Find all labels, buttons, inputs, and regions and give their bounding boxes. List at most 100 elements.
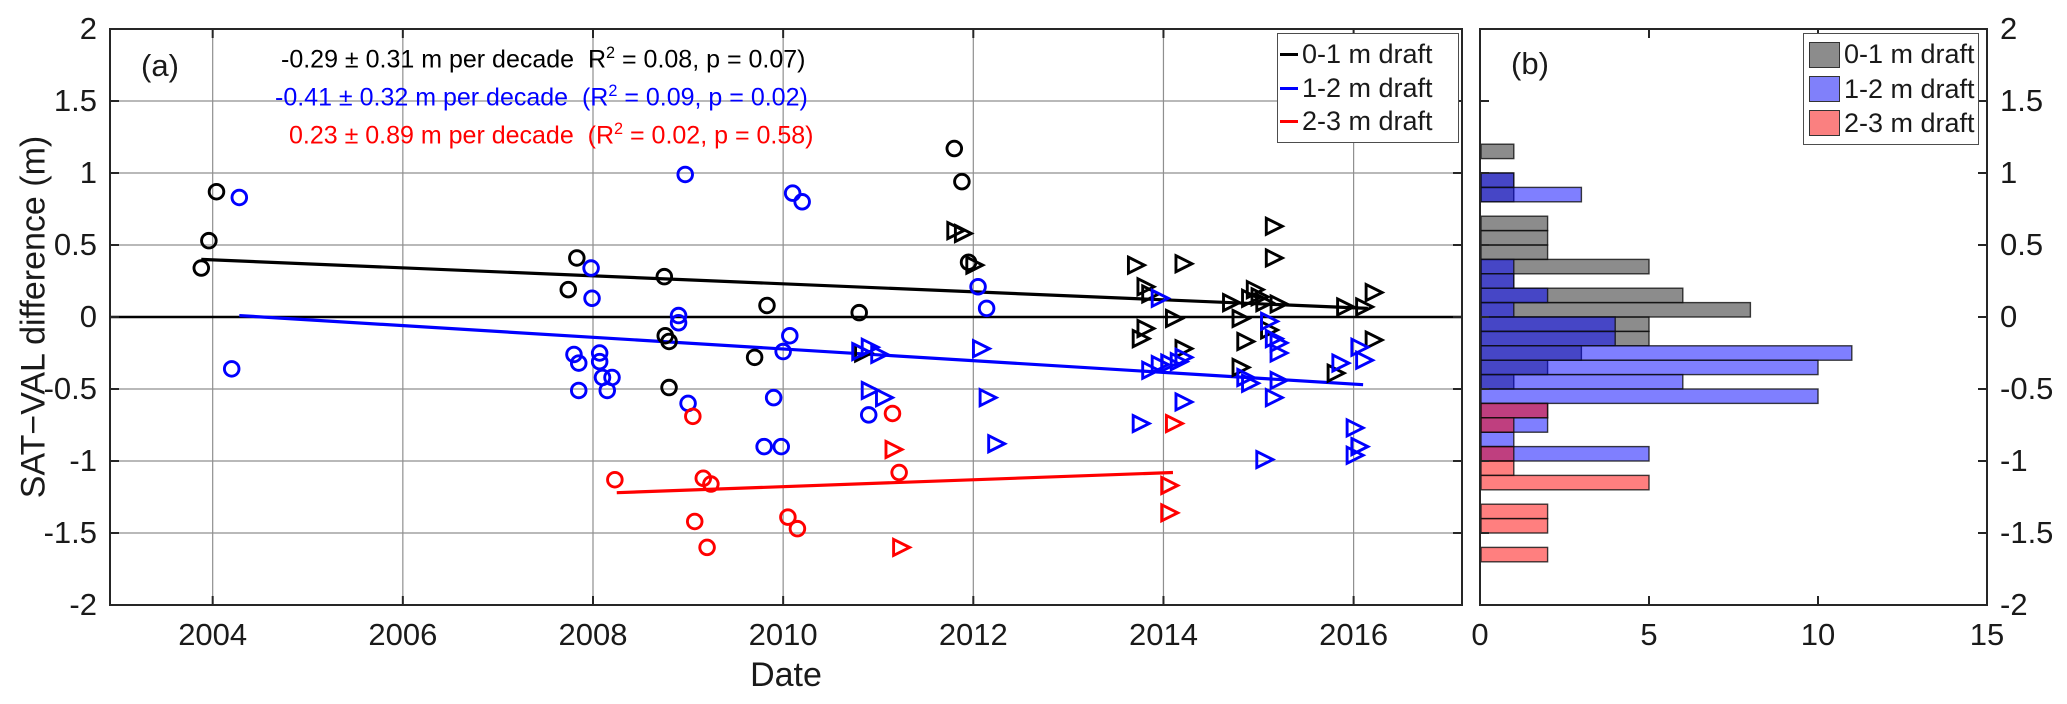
legend-label: 0-1 m draft — [1302, 38, 1433, 69]
scatter-point-triangle — [1241, 287, 1262, 309]
scatter-point-circle — [755, 437, 773, 456]
scatter-point-circle — [850, 303, 868, 322]
square-swatch-icon — [1809, 41, 1840, 68]
annotation-text: = 0.09, p = 0.02) — [617, 83, 808, 112]
scatter-point-triangle — [1355, 349, 1376, 371]
scatter-point-circle — [200, 231, 218, 250]
legend-label: 2-3 m draft — [1844, 107, 1975, 138]
scatter-point-circle — [590, 352, 609, 371]
annotation-text: = 0.02, p = 0.58) — [623, 121, 814, 150]
scatter-point-triangle — [1174, 346, 1196, 368]
panel-a-x-tick-label: 2016 — [1319, 617, 1389, 652]
panel-a-y-tick-label: -1 — [69, 443, 97, 478]
legend-item: 1-2 m draft — [1280, 74, 1458, 102]
scatter-point-triangle — [1336, 296, 1357, 318]
scatter-point-triangle — [1236, 331, 1258, 352]
histogram-bar — [1480, 345, 1853, 361]
scatter-point-circle — [772, 437, 790, 456]
legend-label: 1-2 m draft — [1844, 73, 1975, 104]
histogram-bar — [1480, 373, 1684, 390]
scatter-point-circle — [788, 519, 807, 538]
scatter-point-triangle — [1165, 413, 1186, 434]
panel-b-y-tick-label: 1.5 — [2000, 83, 2044, 118]
histogram-bar — [1480, 445, 1515, 462]
annotation-text: -0.29 ± 0.31 m per decade R — [281, 45, 607, 74]
panel-a-label: (a) — [141, 48, 179, 83]
histogram-bar — [1480, 215, 1549, 232]
scatter-point-triangle — [1241, 372, 1262, 394]
scatter-point-circle — [669, 314, 688, 332]
scatter-point-triangle — [1160, 502, 1181, 524]
scatter-point-circle — [793, 193, 811, 211]
scatter-point-circle — [568, 249, 586, 267]
scatter-point-circle — [702, 475, 720, 493]
scatter-point-circle — [660, 378, 678, 397]
annotation-text: 0.23 ± 0.89 m per decade (R — [289, 121, 615, 150]
scatter-point-circle — [890, 463, 908, 482]
trend-annotation-2-3m: 0.23 ± 0.89 m per decade (R2 = 0.02, p =… — [289, 120, 813, 150]
scatter-point-triangle — [1269, 370, 1291, 391]
scatter-point-circle — [945, 139, 964, 158]
legend-item: 0-1 m draft — [1809, 41, 1978, 68]
histogram-bar — [1480, 316, 1616, 333]
panel-b-y-tick-label: -0.5 — [2000, 371, 2054, 406]
panel-a-y-tick-label: 2 — [79, 11, 97, 46]
panel-a-y-tick-label: 0 — [79, 299, 97, 334]
legend-item: 2-3 m draft — [1809, 107, 1978, 138]
line-swatch-icon — [1280, 120, 1298, 124]
scatter-point-circle — [583, 289, 601, 308]
panel-b-y-tick-label: -1.5 — [2000, 515, 2054, 550]
histogram-bar — [1480, 143, 1515, 160]
scatter-point-triangle — [1131, 413, 1153, 434]
scatter-point-triangle — [892, 537, 913, 558]
panel-b-y-tick-label: 0.5 — [2000, 227, 2044, 262]
scatter-point-triangle — [1264, 247, 1286, 269]
scatter-point-triangle — [1131, 328, 1153, 349]
scatter-point-triangle — [1245, 279, 1267, 300]
panel-b-x-tick-label: 15 — [1969, 617, 2005, 652]
legend-item: 1-2 m draft — [1809, 73, 1978, 104]
scatter-point-triangle — [875, 387, 896, 408]
histogram-bar — [1480, 474, 1650, 491]
histogram-bar — [1480, 460, 1515, 477]
panel-a-y-tick-label: 1 — [79, 155, 97, 190]
scatter-point-triangle — [1255, 449, 1277, 470]
scatter-point-circle — [758, 296, 776, 315]
trend-annotation-1-2m: -0.41 ± 0.32 m per decade (R2 = 0.09, p … — [275, 82, 808, 112]
scatter-point-circle — [969, 278, 987, 296]
annotation-text: -0.41 ± 0.32 m per decade (R — [275, 83, 609, 112]
panel-a-y-tick-label: 1.5 — [53, 83, 97, 118]
scatter-point-triangle — [884, 439, 906, 460]
histogram-bar — [1480, 287, 1549, 304]
panel-a-x-tick-label: 2012 — [938, 617, 1008, 652]
histogram-bar — [1480, 388, 1819, 405]
legend-label: 0-1 m draft — [1844, 39, 1975, 70]
scatter-point-triangle — [1250, 286, 1272, 308]
panel-b-y-tick-label: -1 — [2000, 443, 2028, 478]
scatter-point-triangle — [1126, 254, 1148, 276]
histogram-bar — [1480, 244, 1549, 261]
scatter-point-triangle — [987, 433, 1008, 455]
scatter-point-triangle — [1160, 475, 1181, 496]
trend-line — [201, 257, 1368, 310]
trend-annotation-0-1m: -0.29 ± 0.31 m per decade R2 = 0.08, p =… — [281, 44, 805, 74]
scatter-point-circle — [660, 332, 678, 351]
scatter-point-triangle — [1331, 352, 1353, 374]
histogram-bar — [1480, 359, 1819, 376]
panel-b-y-tick-label: 0 — [2000, 299, 2018, 334]
panel-a-x-tick-label: 2010 — [748, 617, 818, 652]
scatter-point-triangle — [953, 223, 975, 244]
scatter-point-circle — [779, 508, 797, 526]
scatter-point-triangle — [1345, 417, 1367, 439]
scatter-point-triangle — [1231, 308, 1253, 329]
histogram-bar — [1480, 417, 1515, 433]
panel-a-legend: 0-1 m draft 1-2 m draft 2-3 m draft — [1277, 33, 1459, 143]
scatter-point-circle — [569, 381, 588, 400]
scatter-point-circle — [655, 267, 674, 286]
scatter-point-circle — [859, 406, 878, 424]
panel-b-x-tick-label: 10 — [1800, 617, 1836, 652]
scatter-point-triangle — [1264, 328, 1286, 349]
scatter-point-circle — [774, 342, 792, 361]
scatter-point-triangle — [1355, 296, 1376, 318]
square-swatch-icon — [1809, 76, 1840, 102]
